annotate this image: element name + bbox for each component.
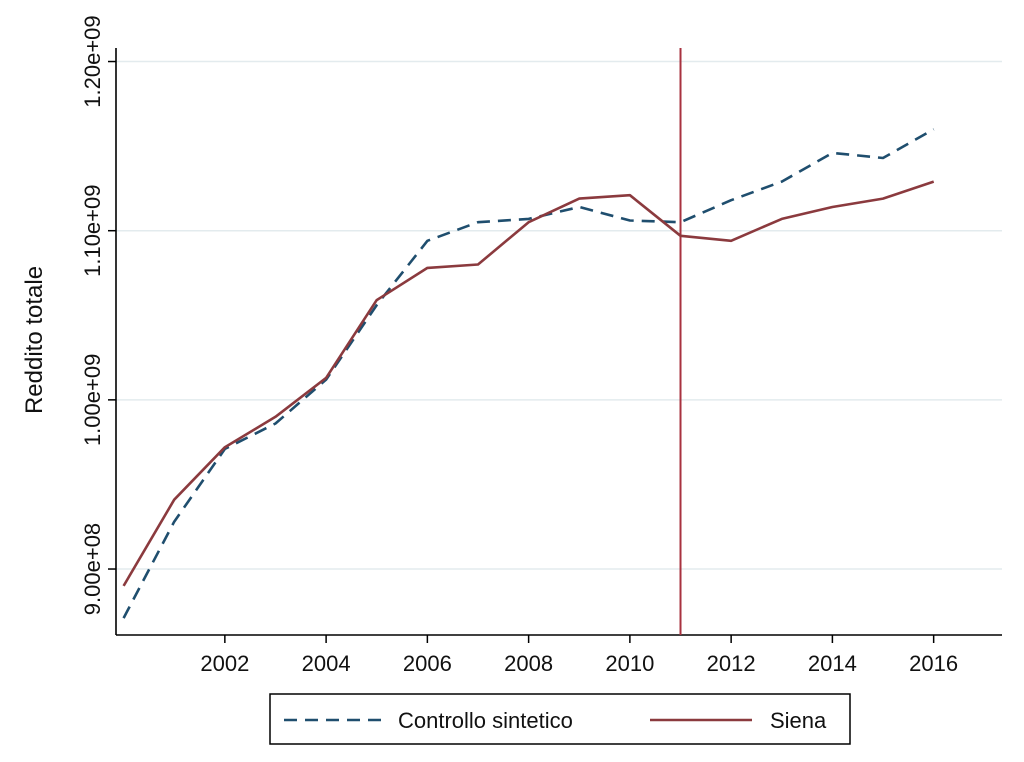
legend: Controllo sintetico Siena — [269, 693, 851, 745]
x-tick-label: 2010 — [605, 651, 654, 676]
x-tick-label: 2008 — [504, 651, 553, 676]
axes — [108, 48, 1002, 643]
y-tick-label: 9.00e+08 — [80, 523, 105, 615]
legend-label-siena: Siena — [770, 708, 827, 733]
x-tick-label: 2014 — [808, 651, 857, 676]
tick-labels: 9.00e+08 1.00e+09 1.10e+09 1.20e+09 2002 2004… — [80, 15, 958, 676]
x-tick-label: 2004 — [302, 651, 351, 676]
legend-box — [269, 693, 851, 745]
x-tick-label: 2002 — [200, 651, 249, 676]
y-axis-title: Reddito totale — [21, 266, 48, 414]
y-tick-label: 1.00e+09 — [80, 354, 105, 446]
x-tick-label: 2006 — [403, 651, 452, 676]
y-tick-label: 1.20e+09 — [80, 15, 105, 107]
x-tick-label: 2012 — [707, 651, 756, 676]
legend-label-controllo-sintetico: Controllo sintetico — [398, 708, 573, 733]
grid-lines — [116, 60, 1002, 570]
series-group — [122, 128, 935, 619]
y-tick-label: 1.10e+09 — [80, 185, 105, 277]
x-tick-label: 2016 — [909, 651, 958, 676]
